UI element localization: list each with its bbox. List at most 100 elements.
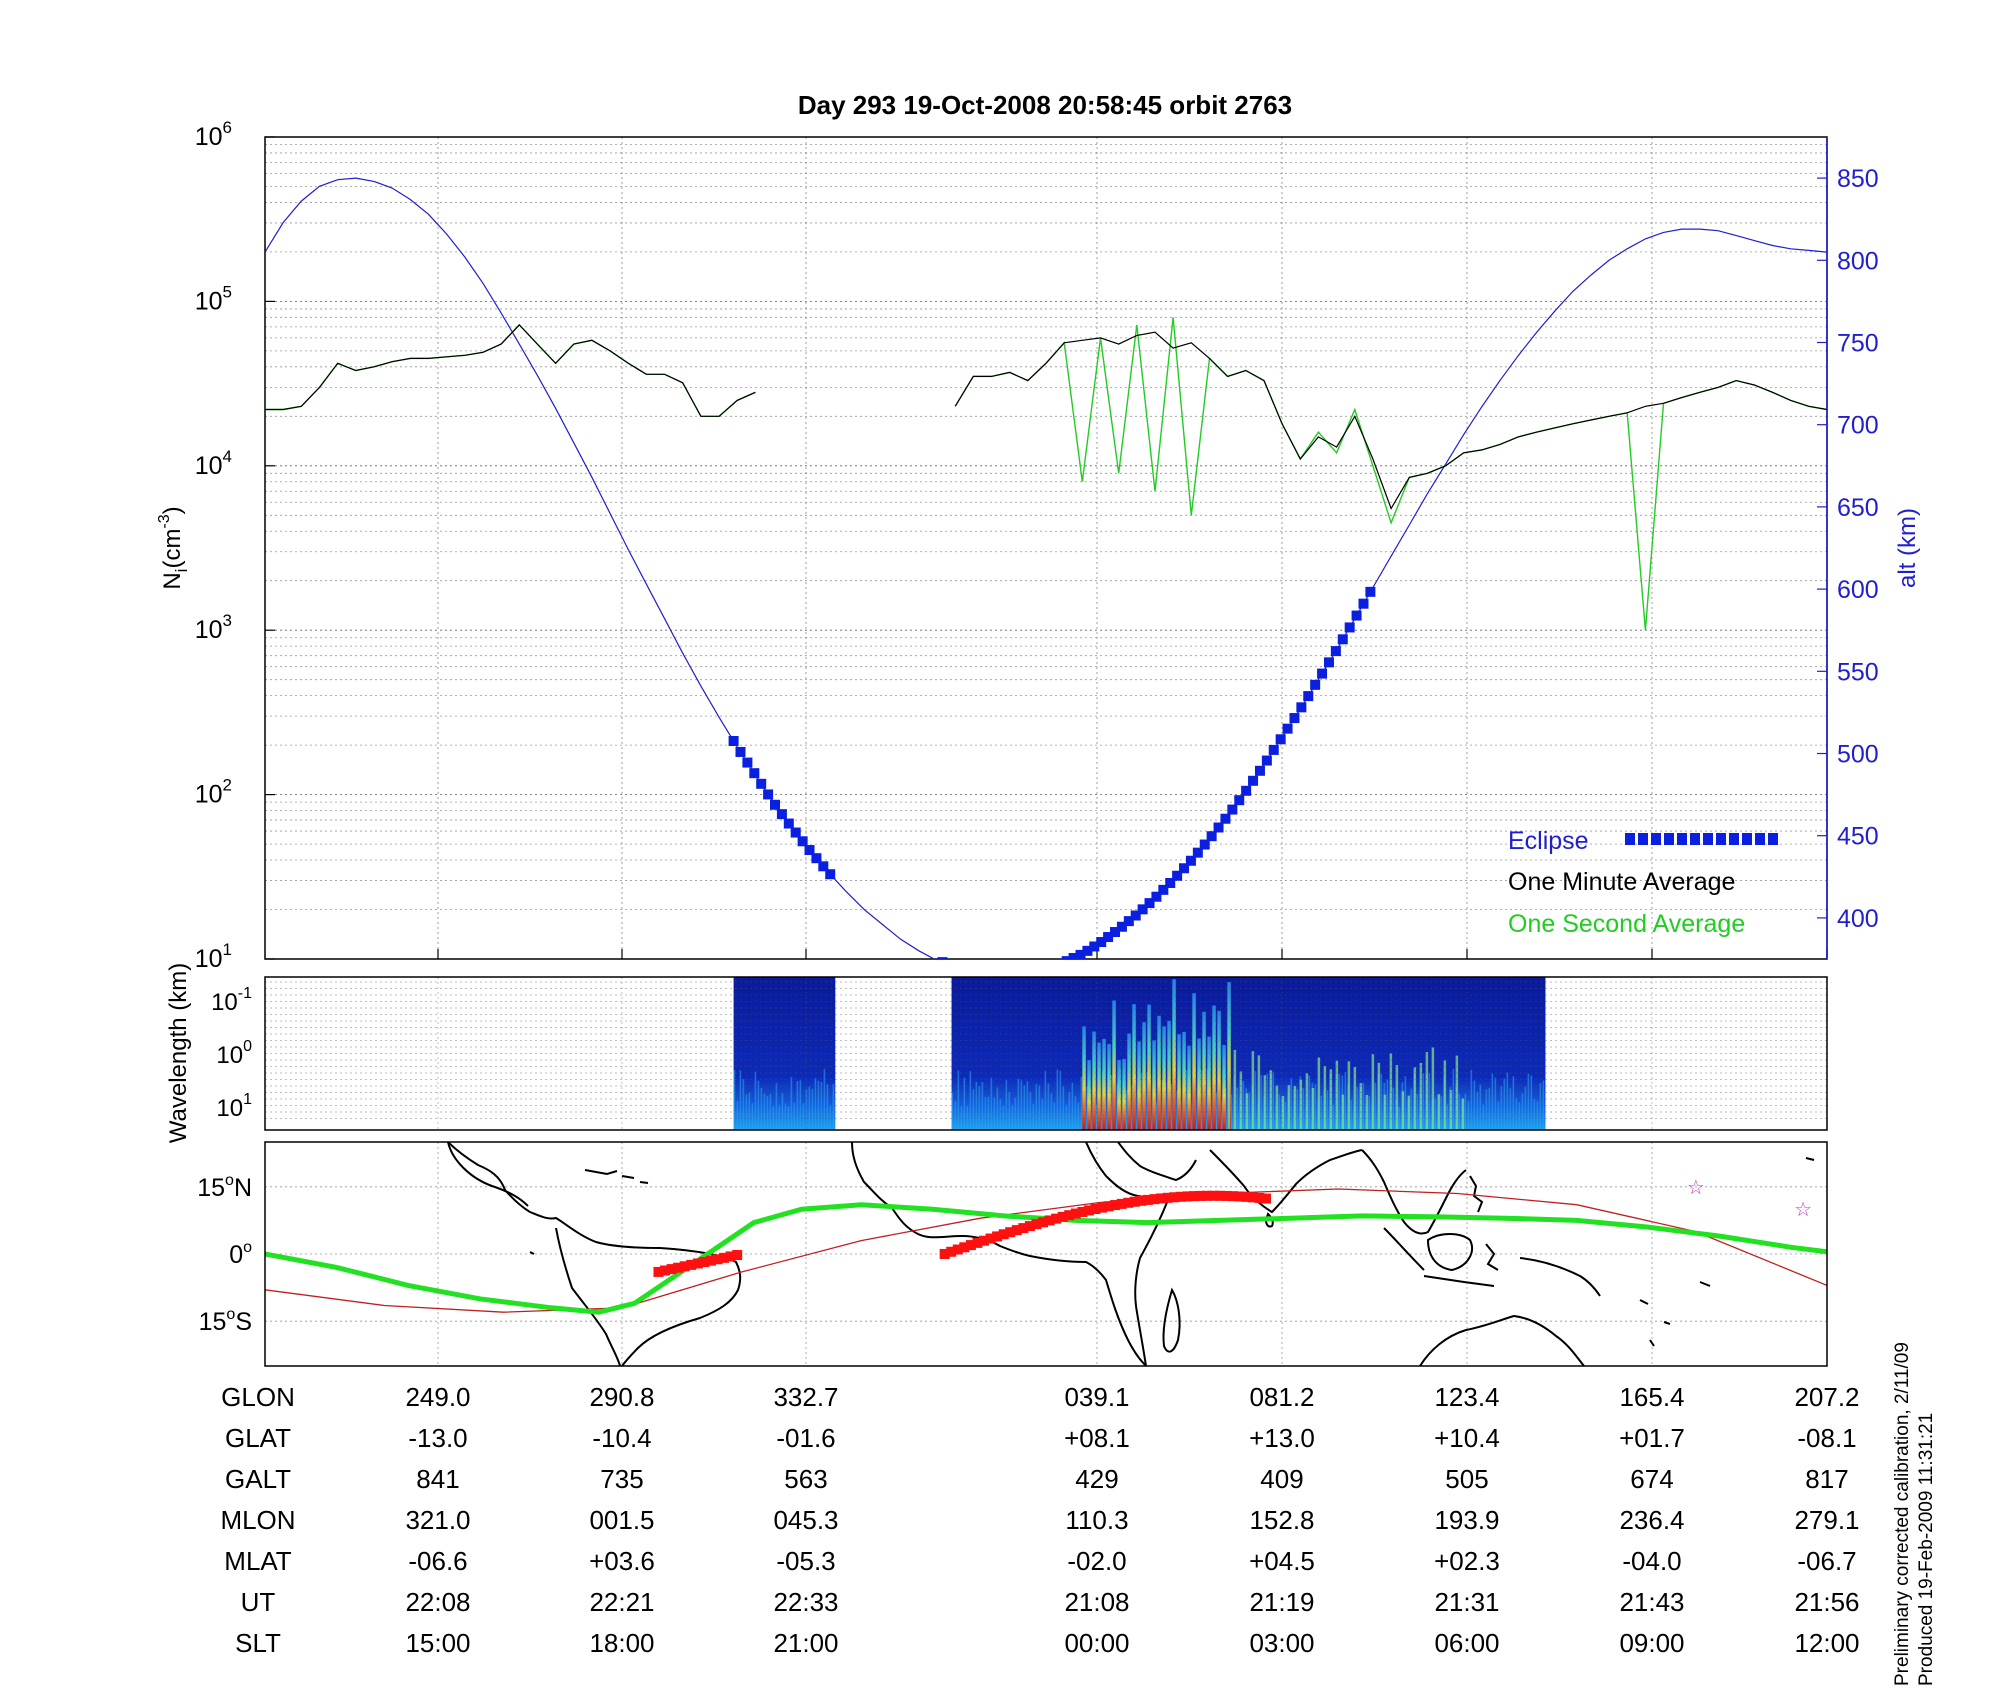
map-eclipse-marker (1090, 1203, 1101, 1214)
eclipse-marker (1282, 723, 1293, 734)
spectrogram-streak (1374, 1082, 1377, 1130)
eclipse-marker (1116, 921, 1127, 932)
spectrogram-moderate-streak (1383, 1094, 1387, 1130)
table-cell: -08.1 (1797, 1423, 1856, 1453)
spectrogram-streak (1530, 1075, 1533, 1130)
spectrogram-intense-streak (1172, 979, 1176, 1130)
map-grid (265, 1142, 1828, 1366)
map-eclipse-marker (1142, 1194, 1153, 1205)
eclipse-marker (1296, 702, 1307, 713)
spectrogram-streak (1029, 1091, 1032, 1130)
degree-symbol: o (225, 1172, 234, 1189)
eclipse-marker (742, 757, 753, 768)
spectrogram-streak (1026, 1081, 1029, 1130)
table-cell: 21:56 (1794, 1587, 1859, 1617)
spectrogram-moderate-streak (1317, 1057, 1321, 1130)
spectrogram-streak (1332, 1104, 1335, 1130)
hemisphere-letter: S (235, 1308, 252, 1336)
spectrogram-streak (1473, 1080, 1476, 1130)
spectrogram-streak (1110, 1075, 1113, 1130)
table-cell: +10.4 (1434, 1423, 1500, 1453)
altitude-tick-label: 650 (1837, 494, 1879, 522)
y-tick-exponent: 5 (223, 282, 232, 301)
map-eclipse-marker (1241, 1191, 1252, 1202)
map-eclipse-marker (1031, 1219, 1042, 1230)
magnetic-equator-line (265, 1188, 1827, 1313)
spectrogram-streak (1524, 1086, 1527, 1130)
central-america-coast (447, 1142, 529, 1207)
eclipse-marker (1048, 961, 1058, 971)
eclipse-marker (958, 963, 968, 973)
spectrogram-streak (1350, 1100, 1353, 1130)
spectrogram-intense-streak (1217, 1010, 1221, 1130)
spectrogram-streak (963, 1077, 966, 1130)
spectrogram-streak (1041, 1099, 1044, 1130)
density-y-label-exp: -3 (156, 514, 173, 528)
eclipse-marker (770, 799, 781, 810)
map-eclipse-marker (1149, 1194, 1160, 1205)
eclipse-marker (1020, 967, 1030, 977)
spectrogram-streak (1452, 1068, 1455, 1130)
map-eclipse-marker (1018, 1223, 1029, 1234)
spectrogram-moderate-streak (1461, 1098, 1465, 1130)
legend: Eclipse One Minute Average One Second Av… (1508, 827, 1778, 938)
spectrogram-intense-streak (1127, 1033, 1131, 1130)
spectrogram-moderate-streak (1341, 1094, 1345, 1130)
map-eclipse-marker (712, 1254, 723, 1265)
spectrogram-streak (1074, 1096, 1077, 1130)
spectrogram-streak (996, 1087, 999, 1130)
map-eclipse-marker (1011, 1225, 1022, 1236)
density-y-label-sub: i (172, 569, 191, 573)
y-tick-label: 103 (195, 611, 232, 644)
map-eclipse-marker (1156, 1193, 1167, 1204)
spectrogram-streak (802, 1103, 805, 1130)
table-cell: 21:08 (1064, 1587, 1129, 1617)
spectrogram-streak (1065, 1104, 1068, 1130)
eclipse-marker (1172, 870, 1183, 881)
spectrogram-moderate-streak (1227, 1065, 1231, 1130)
spectrogram-streak (1506, 1072, 1509, 1130)
table-cell: 22:33 (773, 1587, 838, 1617)
table-cell: 09:00 (1619, 1628, 1684, 1658)
spectrogram-intense-streak (1112, 1000, 1116, 1130)
caribbean-island (639, 1181, 649, 1184)
spectrogram-moderate-streak (1443, 1060, 1447, 1130)
spectrogram-streak (733, 1070, 736, 1130)
table-cell: 735 (600, 1464, 643, 1494)
map-eclipse-marker (1247, 1192, 1258, 1203)
map-eclipse-marker (705, 1255, 716, 1266)
spectrogram-streak (1494, 1077, 1497, 1130)
latitude-value: 15 (199, 1308, 227, 1336)
spectrogram-streak (1290, 1078, 1293, 1130)
y-tick-exponent: 1 (223, 940, 232, 959)
table-cell: 123.4 (1434, 1382, 1499, 1412)
spectrogram-streak (820, 1082, 823, 1130)
map-eclipse-marker (660, 1265, 671, 1276)
spectrogram-streak (1185, 1070, 1188, 1130)
map-eclipse-marker (653, 1266, 664, 1277)
legend-one-second-label: One Second Average (1508, 910, 1745, 938)
eclipse-marker (756, 778, 767, 789)
spectrogram-moderate-streak (1353, 1067, 1357, 1130)
spectrogram-streak (826, 1084, 829, 1130)
map-eclipse-marker (1234, 1191, 1245, 1202)
sumatra (1383, 1227, 1425, 1271)
hemisphere-letter: N (234, 1174, 252, 1202)
spectrogram-intense-streak (1157, 1015, 1161, 1130)
y-tick-label: 101 (195, 940, 232, 973)
spectrogram-moderate-streak (1389, 1053, 1393, 1130)
spectrogram-streak (1254, 1071, 1257, 1130)
table-cell: 22:21 (589, 1587, 654, 1617)
table-cell: -01.6 (776, 1423, 835, 1453)
legend-eclipse-marker (1625, 833, 1635, 845)
map-eclipse-marker (1175, 1191, 1186, 1202)
eclipse-marker (818, 861, 829, 872)
spectrogram-intense-streak (1187, 1045, 1191, 1130)
spectrogram-streak (954, 1101, 957, 1130)
spectrogram-streak (987, 1096, 990, 1130)
map-eclipse-marker (1057, 1211, 1068, 1222)
table-cell: -13.0 (408, 1423, 467, 1453)
